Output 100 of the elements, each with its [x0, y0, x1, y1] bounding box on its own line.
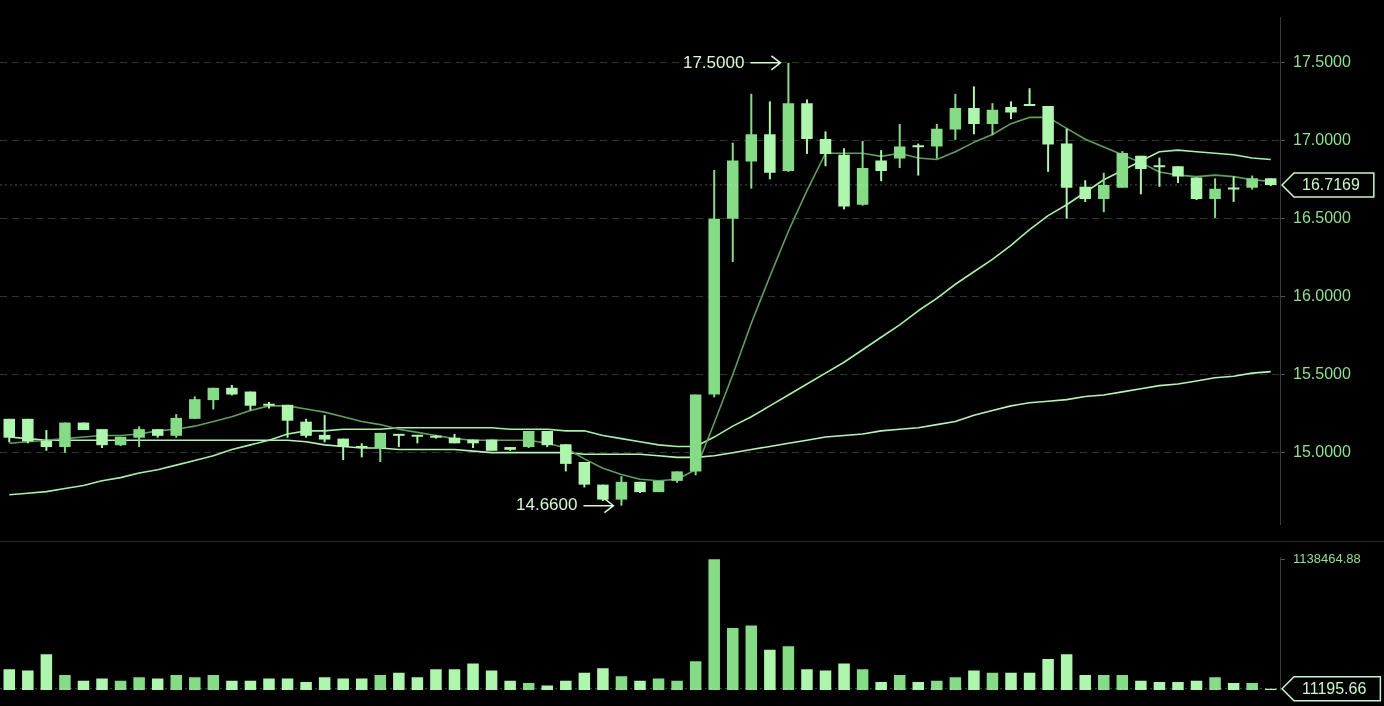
- bar: [263, 678, 275, 690]
- bar: [485, 670, 498, 690]
- bar: [430, 669, 442, 690]
- candlestick: [22, 417, 34, 445]
- annotation: 14.6600: [516, 495, 578, 515]
- bar: [727, 627, 739, 690]
- candlestick: [281, 403, 294, 439]
- bar: [244, 680, 257, 690]
- bar: [189, 677, 201, 690]
- bar: [522, 683, 535, 690]
- bar: [782, 646, 795, 690]
- bar: [96, 678, 108, 690]
- bar: [1209, 677, 1221, 690]
- bar: [634, 680, 646, 690]
- y-tick-label: 1138464.88: [1293, 550, 1361, 566]
- bar: [1005, 672, 1017, 690]
- candlestick: [1098, 171, 1110, 214]
- bar: [1227, 683, 1240, 690]
- bar: [504, 680, 516, 690]
- bar: [1135, 680, 1147, 690]
- candlestick: [1209, 177, 1221, 219]
- bar: [652, 678, 665, 690]
- bar: [838, 663, 850, 690]
- annotation: 17.5000: [682, 52, 745, 72]
- bar: [448, 669, 461, 690]
- bar: [875, 681, 887, 690]
- bar: [597, 668, 609, 690]
- bar: [1079, 675, 1091, 690]
- candlestick: [1227, 175, 1240, 203]
- bar: [114, 680, 127, 690]
- bar: [541, 685, 553, 690]
- candlestick: [374, 431, 387, 464]
- y-tick-label: 17.5000: [1293, 53, 1351, 71]
- bar: [986, 672, 999, 690]
- bar: [931, 680, 943, 690]
- ref-line-label: 16.7169: [1302, 176, 1360, 194]
- candlestick: [189, 395, 201, 420]
- bar: [615, 676, 628, 690]
- bar: [912, 681, 925, 690]
- candlestick: [1153, 156, 1166, 188]
- candlestick: [170, 413, 182, 439]
- ref-line-label: 11195.66: [1302, 680, 1367, 698]
- bar: [1098, 675, 1110, 690]
- candlestick: [875, 149, 887, 183]
- bar: [3, 669, 16, 690]
- bar: [411, 677, 424, 690]
- candlestick: [968, 85, 980, 136]
- candlestick: [1135, 154, 1147, 196]
- candlestick: [300, 417, 312, 439]
- bar: [374, 675, 387, 690]
- bar: [300, 681, 312, 690]
- y-tick-label: 16.5000: [1293, 209, 1351, 227]
- bar: [893, 675, 906, 690]
- bar: [856, 669, 869, 690]
- bar: [708, 559, 720, 690]
- bar: [1042, 658, 1054, 690]
- bar: [968, 670, 980, 690]
- bar: [801, 669, 813, 690]
- bar: [355, 678, 368, 690]
- candlestick: [819, 130, 832, 168]
- y-tick-label: 17.0000: [1293, 131, 1351, 149]
- y-tick-label: 15.0000: [1293, 443, 1351, 461]
- bar: [745, 625, 758, 690]
- candlestick: [133, 425, 145, 449]
- bar: [226, 680, 238, 690]
- bar: [170, 675, 182, 690]
- bar: [393, 672, 405, 690]
- bar: [318, 677, 331, 690]
- bar: [1153, 681, 1166, 690]
- bar: [764, 649, 776, 690]
- bar: [1023, 672, 1036, 690]
- y-tick-label: 15.5000: [1293, 365, 1351, 383]
- candlestick: [949, 92, 962, 141]
- bar: [337, 678, 349, 690]
- bar: [1116, 675, 1129, 690]
- candlestick: [578, 461, 591, 489]
- candlestick: [912, 142, 925, 177]
- bar: [133, 677, 145, 690]
- candlestick: [615, 475, 628, 507]
- bar: [467, 663, 479, 690]
- candlestick: [931, 122, 943, 160]
- bar: [207, 675, 220, 690]
- candlestick: [986, 102, 999, 137]
- bar: [671, 680, 683, 690]
- bar: [22, 670, 34, 690]
- bar: [560, 680, 572, 690]
- bar: [281, 678, 294, 690]
- candlestick: [318, 414, 331, 444]
- bar: [1060, 654, 1073, 690]
- bar: [689, 661, 702, 690]
- candlestick: [1190, 176, 1203, 202]
- y-tick-label: 16.0000: [1293, 287, 1351, 305]
- bar: [819, 670, 832, 690]
- bar: [949, 677, 962, 690]
- bar: [1172, 681, 1184, 690]
- bar: [151, 678, 164, 690]
- bar: [1246, 683, 1258, 690]
- bar: [1190, 680, 1203, 690]
- bar: [59, 675, 71, 690]
- candlestick: [893, 122, 906, 170]
